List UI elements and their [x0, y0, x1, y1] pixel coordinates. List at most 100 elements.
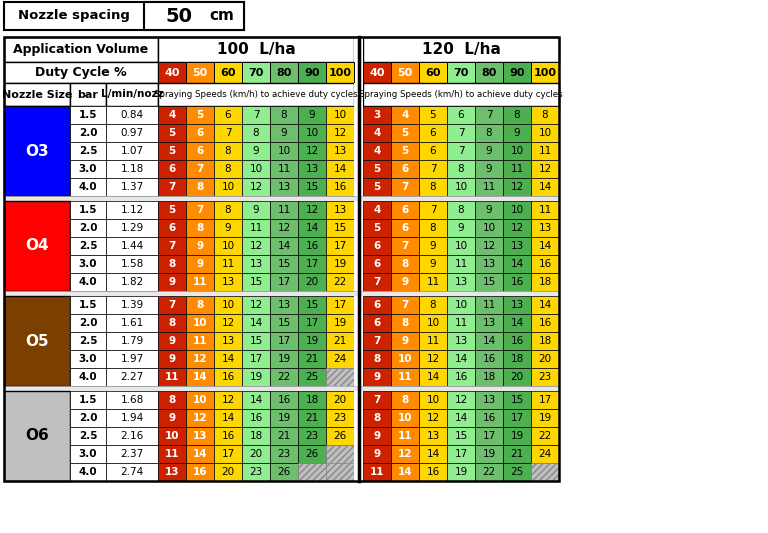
- Text: 50: 50: [192, 68, 207, 77]
- Bar: [186, 160, 214, 178]
- Text: 80: 80: [276, 68, 292, 77]
- Text: 100: 100: [534, 68, 557, 77]
- Text: 12: 12: [221, 395, 235, 405]
- Text: 8: 8: [485, 128, 492, 138]
- Bar: [106, 296, 158, 314]
- Bar: [298, 368, 326, 386]
- Text: 50: 50: [165, 6, 193, 26]
- Bar: [354, 427, 363, 445]
- Text: 6: 6: [373, 318, 381, 328]
- Bar: [447, 314, 475, 332]
- Text: 12: 12: [426, 413, 439, 423]
- Bar: [270, 350, 298, 368]
- Text: O3: O3: [25, 143, 49, 158]
- Bar: [186, 273, 214, 291]
- Bar: [214, 106, 242, 124]
- Text: 7: 7: [253, 110, 260, 120]
- Text: 5: 5: [402, 128, 409, 138]
- Text: 80: 80: [482, 68, 497, 77]
- Bar: [242, 201, 270, 219]
- Bar: [475, 201, 503, 219]
- Bar: [106, 178, 158, 196]
- Bar: [270, 160, 298, 178]
- Bar: [158, 314, 186, 332]
- Text: 10: 10: [165, 431, 179, 441]
- Bar: [391, 273, 419, 291]
- Text: 5: 5: [373, 164, 381, 174]
- Bar: [298, 332, 326, 350]
- Bar: [326, 463, 354, 481]
- Text: 70: 70: [248, 68, 263, 77]
- Bar: [298, 350, 326, 368]
- Text: 15: 15: [306, 182, 319, 192]
- Text: 22: 22: [277, 372, 290, 382]
- Text: 9: 9: [402, 277, 409, 287]
- Text: 5: 5: [373, 223, 381, 233]
- Bar: [531, 445, 559, 463]
- Bar: [270, 445, 298, 463]
- Bar: [158, 350, 186, 368]
- Text: 100  L/ha: 100 L/ha: [217, 42, 296, 57]
- Bar: [419, 427, 447, 445]
- Bar: [531, 350, 559, 368]
- Bar: [4, 391, 70, 481]
- Bar: [391, 409, 419, 427]
- Bar: [503, 160, 531, 178]
- Bar: [242, 273, 270, 291]
- Bar: [214, 201, 242, 219]
- Text: 19: 19: [277, 354, 290, 364]
- Bar: [270, 409, 298, 427]
- Text: 8: 8: [168, 259, 176, 269]
- Bar: [391, 160, 419, 178]
- Bar: [363, 201, 391, 219]
- Text: 6: 6: [402, 164, 409, 174]
- Text: 11: 11: [455, 318, 468, 328]
- Bar: [106, 314, 158, 332]
- Text: 14: 14: [193, 449, 207, 459]
- Bar: [391, 237, 419, 255]
- Text: 1.29: 1.29: [121, 223, 144, 233]
- Bar: [447, 255, 475, 273]
- Text: 90: 90: [509, 68, 525, 77]
- Text: 9: 9: [253, 205, 260, 215]
- Bar: [354, 350, 363, 368]
- Bar: [447, 178, 475, 196]
- Text: 5: 5: [197, 110, 204, 120]
- Text: 7: 7: [402, 300, 409, 310]
- Bar: [242, 314, 270, 332]
- Bar: [158, 124, 186, 142]
- Text: 12: 12: [277, 223, 290, 233]
- Bar: [70, 332, 106, 350]
- Text: 11: 11: [369, 467, 384, 477]
- Bar: [447, 106, 475, 124]
- Bar: [298, 124, 326, 142]
- Bar: [4, 201, 70, 291]
- Bar: [419, 106, 447, 124]
- Bar: [186, 350, 214, 368]
- Bar: [447, 350, 475, 368]
- Bar: [270, 219, 298, 237]
- Text: 11: 11: [511, 164, 524, 174]
- Text: 22: 22: [538, 431, 551, 441]
- Text: 6: 6: [225, 110, 231, 120]
- Text: 14: 14: [250, 318, 263, 328]
- Text: 3: 3: [373, 110, 381, 120]
- Bar: [326, 201, 354, 219]
- Text: 9: 9: [485, 205, 492, 215]
- Bar: [186, 427, 214, 445]
- Text: 3.0: 3.0: [79, 259, 98, 269]
- Bar: [242, 445, 270, 463]
- Text: L/min/nozz: L/min/nozz: [101, 90, 164, 100]
- Text: 11: 11: [538, 146, 551, 156]
- Text: 16: 16: [511, 336, 524, 346]
- Bar: [363, 219, 391, 237]
- Text: 19: 19: [333, 259, 346, 269]
- Text: 4.0: 4.0: [78, 182, 98, 192]
- Bar: [70, 124, 106, 142]
- Text: 10: 10: [193, 318, 207, 328]
- Text: 7: 7: [429, 164, 436, 174]
- Bar: [106, 427, 158, 445]
- Bar: [214, 219, 242, 237]
- Text: 16: 16: [511, 277, 524, 287]
- Text: 2.5: 2.5: [79, 241, 98, 251]
